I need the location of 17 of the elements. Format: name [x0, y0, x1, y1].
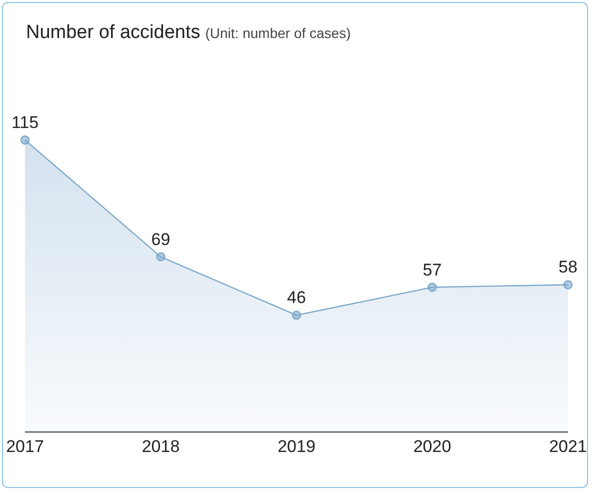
x-tick-label: 2019: [278, 437, 316, 456]
chart-subtitle: (Unit: number of cases): [205, 25, 351, 41]
x-tick-label: 2020: [413, 437, 452, 456]
point: [20, 135, 30, 145]
data-label: 69: [151, 230, 170, 249]
data-label: 46: [287, 288, 306, 308]
x-tick-label: 2018: [142, 437, 180, 456]
point: [156, 252, 166, 262]
data-label: 57: [422, 260, 442, 280]
x-tick-label: 2021: [549, 437, 587, 456]
data-label: 58: [558, 258, 578, 277]
x-tick-label: 2017: [6, 437, 44, 456]
point: [428, 282, 437, 292]
point: [292, 310, 302, 320]
point: [563, 280, 573, 290]
chart-title: Number of accidents: [26, 22, 200, 43]
data-label: 115: [11, 113, 39, 132]
